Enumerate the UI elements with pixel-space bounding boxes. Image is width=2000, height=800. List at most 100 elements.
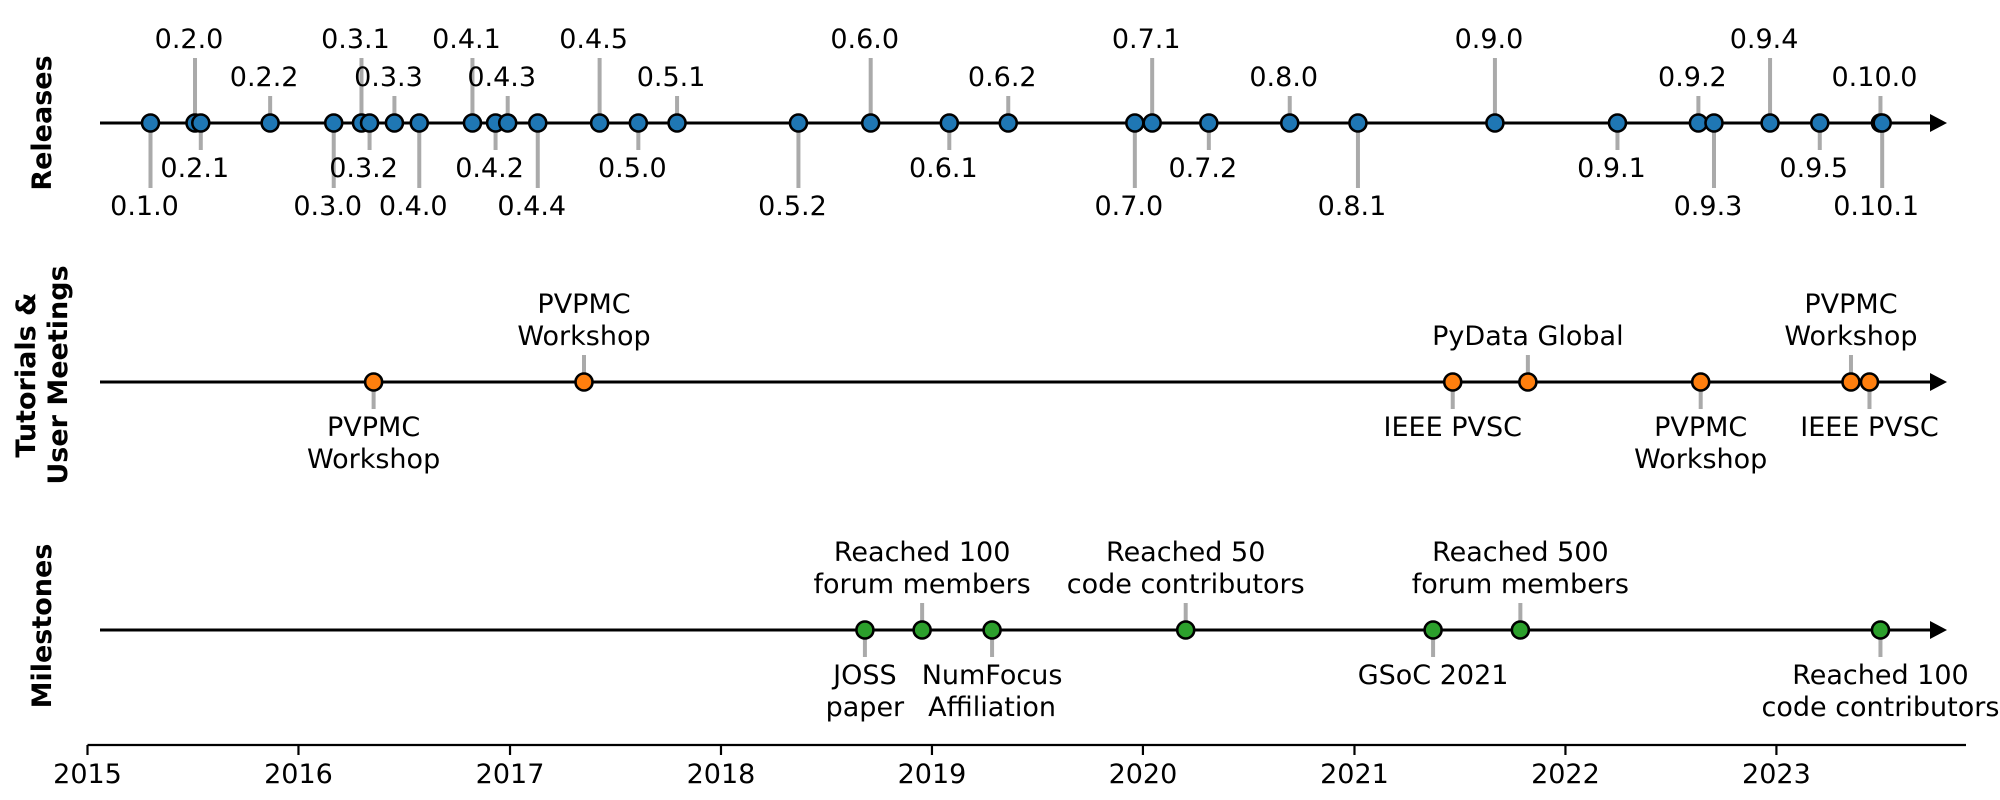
event-marker xyxy=(260,113,280,133)
event-label: 0.9.2 xyxy=(1658,62,1727,93)
event-marker xyxy=(1704,113,1724,133)
row-title: Tutorials &User Meetings xyxy=(11,265,74,484)
event-label: 0.6.1 xyxy=(909,153,978,184)
event-marker xyxy=(998,113,1019,133)
event-label: 0.10.1 xyxy=(1833,191,1919,222)
x-tick-label: 2016 xyxy=(264,759,333,790)
event-label: 0.3.0 xyxy=(293,191,362,222)
x-tick-label: 2017 xyxy=(476,759,545,790)
event-marker xyxy=(982,620,1002,640)
lane-arrow xyxy=(1930,114,1947,132)
timeline-rows: Releases0.1.00.2.00.2.10.2.20.3.00.3.10.… xyxy=(11,24,1999,723)
event-labels: 0.1.0 0.2.0 0.2.1 0.2.2 0.3.0 0.3.1 0.3.2 0.3.3… xyxy=(110,24,1919,222)
event-label: 0.9.1 xyxy=(1577,153,1646,184)
event-marker xyxy=(1870,620,1891,640)
event-label: 0.9.3 xyxy=(1674,191,1743,222)
lane-arrow xyxy=(1930,373,1947,391)
event-markers xyxy=(855,620,1891,640)
event-marker xyxy=(140,113,161,133)
event-label: 0.5.2 xyxy=(758,191,827,222)
row-title: Releases xyxy=(27,55,58,190)
event-label: GSoC 2021 xyxy=(1358,660,1509,691)
event-label: Reached 100 forum members xyxy=(813,537,1030,600)
event-marker xyxy=(855,620,875,640)
event-marker xyxy=(589,113,610,133)
event-label: PVPMC Workshop xyxy=(517,289,650,352)
event-label: 0.9.4 xyxy=(1730,24,1799,55)
event-label: 0.1.0 xyxy=(110,191,179,222)
event-marker xyxy=(1485,113,1505,133)
event-label: 0.7.1 xyxy=(1112,24,1181,55)
event-marker xyxy=(1142,113,1162,133)
event-label: 0.3.1 xyxy=(321,24,390,55)
event-label: 0.4.5 xyxy=(559,24,628,55)
event-label: 0.8.1 xyxy=(1318,191,1387,222)
event-marker xyxy=(1690,372,1711,392)
x-axis: 2015 2016 2017 2018 2019 2020 2021 2022 2023 xyxy=(53,743,1966,790)
event-marker xyxy=(359,113,380,133)
event-label: NumFocus Affiliation xyxy=(922,660,1063,723)
event-label: IEEE PVSC xyxy=(1800,412,1938,443)
event-label: 0.3.3 xyxy=(354,62,423,93)
event-marker xyxy=(1175,620,1196,640)
event-marker xyxy=(574,372,594,392)
event-marker xyxy=(1125,113,1145,133)
event-label: 0.4.0 xyxy=(379,191,448,222)
event-label: 0.2.2 xyxy=(230,62,299,93)
event-marker xyxy=(788,113,809,133)
timeline-row: Tutorials &User Meetings PVPMC WorkshopPVP… xyxy=(11,265,1947,485)
event-label: 0.6.2 xyxy=(968,62,1037,93)
event-markers xyxy=(140,113,1892,133)
event-marker xyxy=(1199,113,1219,133)
event-label: 0.4.2 xyxy=(455,153,524,184)
event-marker xyxy=(462,113,483,133)
event-marker xyxy=(1279,113,1300,133)
event-label: 0.2.1 xyxy=(160,153,229,184)
event-label: JOSS paper xyxy=(826,660,905,723)
event-marker xyxy=(1760,113,1780,133)
event-label: PVPMC Workshop xyxy=(307,412,440,475)
event-marker xyxy=(1518,372,1538,392)
event-marker xyxy=(527,113,548,133)
event-labels: PVPMC Workshop PVPMC Workshop IEEE PVSC PyDat… xyxy=(307,289,1939,475)
event-label: PyData Global xyxy=(1432,321,1623,352)
event-label: 0.7.0 xyxy=(1094,191,1163,222)
event-marker xyxy=(1872,113,1892,133)
event-marker xyxy=(1809,113,1830,133)
row-title: Milestones xyxy=(27,544,58,709)
event-label: Reached 50 code contributors xyxy=(1067,537,1305,600)
event-label: 0.8.0 xyxy=(1249,62,1318,93)
event-label: PVPMC Workshop xyxy=(1634,412,1767,475)
event-marker xyxy=(384,113,405,133)
event-marker xyxy=(939,113,960,133)
x-tick-label: 2022 xyxy=(1531,759,1600,790)
lane-arrow xyxy=(1930,621,1947,639)
event-label: IEEE PVSC xyxy=(1384,412,1522,443)
event-label: 0.4.1 xyxy=(432,24,501,55)
event-marker xyxy=(409,113,430,133)
event-marker xyxy=(1607,113,1628,133)
x-tick-label: 2023 xyxy=(1742,759,1811,790)
timeline-row: Milestones JOSS paper Reached 100 forum memb… xyxy=(27,537,1999,723)
event-marker xyxy=(1442,372,1463,392)
event-marker xyxy=(323,113,344,133)
event-marker xyxy=(1510,620,1531,640)
event-label: 0.10.0 xyxy=(1832,62,1918,93)
event-label: 0.4.4 xyxy=(497,191,566,222)
event-label: Reached 100 code contributors xyxy=(1762,660,2000,723)
event-label: 0.6.0 xyxy=(830,24,899,55)
event-marker xyxy=(190,113,211,133)
event-markers xyxy=(363,372,1880,392)
event-labels: JOSS paper Reached 100 forum members NumFocu… xyxy=(813,537,1999,723)
event-label: 0.2.0 xyxy=(155,24,224,55)
event-marker xyxy=(1348,113,1368,133)
event-label: 0.5.1 xyxy=(637,62,706,93)
event-label: 0.3.2 xyxy=(329,153,398,184)
x-tick-label: 2020 xyxy=(1109,759,1178,790)
event-marker xyxy=(1841,372,1861,392)
event-marker xyxy=(1859,372,1880,392)
event-label: 0.9.5 xyxy=(1779,153,1848,184)
event-label: PVPMC Workshop xyxy=(1784,289,1917,352)
event-marker xyxy=(860,113,881,133)
